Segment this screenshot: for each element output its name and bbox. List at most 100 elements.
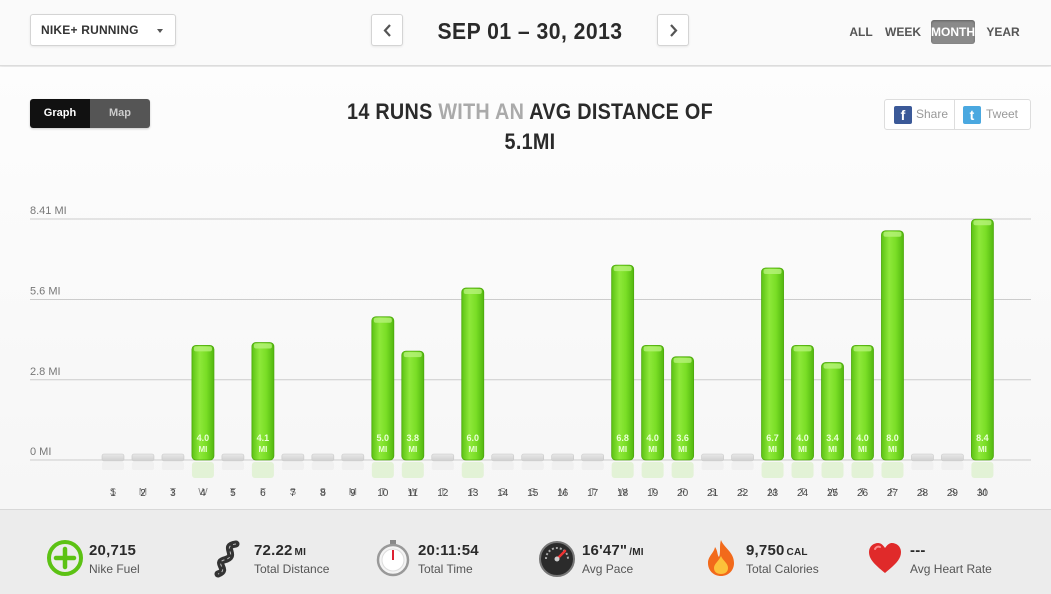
empty-day-bar (491, 453, 515, 462)
weekday-label: F (470, 487, 476, 498)
run-bar[interactable] (821, 362, 844, 461)
speedometer-icon (539, 541, 575, 577)
empty-day-bar (521, 453, 545, 462)
run-bar[interactable] (191, 344, 215, 461)
y-tick-label: 0 MI (30, 446, 51, 458)
weekday-label: T (230, 487, 236, 498)
bar-unit-label: MI (198, 445, 207, 454)
tab-week[interactable]: WEEK (885, 25, 921, 39)
weekday-label: S (110, 487, 117, 498)
facebook-icon: f (894, 106, 912, 124)
run-bar[interactable] (611, 264, 635, 461)
weekday-label: T (799, 487, 805, 498)
stat-value: 20:11:54 (418, 542, 479, 559)
bar-reflection (311, 462, 334, 470)
stat-unit: /MI (629, 547, 644, 558)
previous-period-button[interactable] (371, 14, 403, 46)
share-group: f Share t Tweet (884, 99, 1031, 130)
stat-unit: MI (294, 547, 307, 558)
weekday-label: T (170, 487, 176, 498)
bar-highlight (673, 357, 692, 363)
weekday-label: F (260, 487, 266, 498)
bar-value-label: 3.4 (826, 433, 839, 443)
run-bar[interactable] (971, 218, 994, 461)
next-period-button[interactable] (657, 14, 689, 46)
chevron-right-icon (670, 24, 678, 37)
bar-value-label: 4.0 (646, 433, 659, 443)
tab-month[interactable]: MONTH (931, 20, 975, 44)
run-bar[interactable] (791, 344, 814, 461)
run-bar[interactable] (761, 267, 784, 461)
run-bar[interactable] (461, 287, 485, 461)
bar-value-label: 4.1 (257, 433, 270, 443)
run-bar[interactable] (251, 342, 275, 461)
run-bar[interactable] (641, 344, 665, 461)
bar-value-label: 5.0 (377, 433, 390, 443)
run-bar[interactable] (671, 356, 695, 461)
bar-reflection (911, 462, 934, 470)
empty-day-bar (941, 453, 964, 462)
bar-highlight (253, 343, 272, 349)
run-bar[interactable] (851, 344, 874, 461)
day-label: 15 (527, 488, 539, 499)
empty-day-bar (131, 453, 155, 462)
empty-day-bar (101, 453, 125, 462)
bar-unit-label: MI (378, 445, 387, 454)
day-label: 12 (437, 488, 449, 499)
bar-reflection (941, 462, 964, 470)
bar-unit-label: MI (468, 445, 477, 454)
avg-distance: AVG DISTANCE OF 5.1MI (504, 99, 713, 154)
bar-reflection (131, 462, 154, 470)
tab-all[interactable]: ALL (849, 25, 873, 39)
bar-reflection (341, 462, 364, 470)
weekday-label: S (320, 487, 327, 498)
weekday-label: S (499, 487, 506, 498)
stat-value: 20,715 (89, 542, 137, 559)
bar-reflection (491, 462, 514, 470)
bar-unit-label: MI (858, 445, 867, 454)
facebook-share-button[interactable]: f Share (885, 100, 955, 129)
stat-label: Total Time (418, 562, 473, 576)
bar-highlight (853, 346, 872, 352)
day-label: 26 (857, 488, 869, 499)
twitter-tweet-button[interactable]: t Tweet (955, 100, 1031, 129)
app-select-dropdown[interactable]: NIKE+ RUNNING (30, 14, 176, 46)
day-label: 29 (947, 488, 959, 499)
tab-year[interactable]: YEAR (986, 25, 1020, 39)
bar-unit-label: MI (888, 445, 897, 454)
tab-graph[interactable]: Graph (30, 99, 90, 128)
empty-day-bar (911, 453, 934, 462)
weekday-label: W (828, 487, 838, 498)
day-label: 30 (977, 488, 989, 499)
y-tick-label: 8.41 MI (30, 205, 67, 217)
weekday-label: M (349, 487, 357, 498)
bar-value-label: 8.4 (976, 433, 989, 443)
empty-day-bar (161, 453, 185, 462)
run-bar[interactable] (371, 316, 395, 461)
day-label: 10 (377, 488, 389, 499)
day-label: 28 (917, 488, 929, 499)
empty-day-bar (551, 453, 575, 462)
bar-unit-label: MI (678, 445, 687, 454)
run-bar[interactable] (881, 230, 904, 461)
stat-label: Avg Heart Rate (910, 562, 992, 576)
bar-unit-label: MI (978, 445, 987, 454)
bar-highlight (823, 363, 842, 369)
day-label: 8 (320, 488, 326, 499)
stats-bar: 20,715 Nike Fuel 72.22 MI Total Distance … (0, 509, 1051, 594)
weekday-label: M (978, 487, 986, 498)
day-label: 5 (230, 488, 236, 499)
day-label: 19 (647, 488, 659, 499)
chevron-down-icon (157, 29, 163, 33)
twitter-icon: t (963, 106, 981, 124)
day-label: 4 (200, 488, 206, 499)
bar-reflection (731, 462, 754, 470)
weekday-label: S (739, 487, 746, 498)
tab-map[interactable]: Map (90, 99, 150, 128)
bar-value-label: 3.6 (676, 433, 689, 443)
run-bar[interactable] (401, 350, 425, 461)
bar-reflection (701, 462, 724, 470)
weekday-label: F (889, 487, 895, 498)
bar-unit-label: MI (618, 445, 627, 454)
bar-value-label: 4.0 (856, 433, 869, 443)
